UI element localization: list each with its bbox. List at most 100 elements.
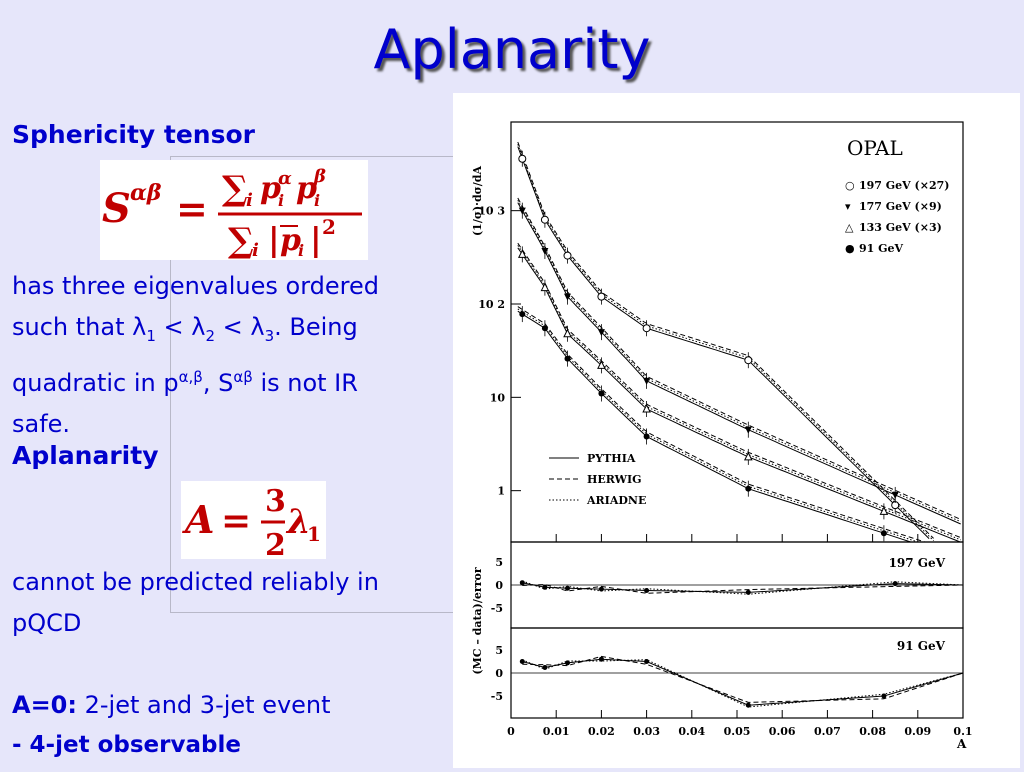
resid-91-curve bbox=[522, 659, 964, 708]
point-177 bbox=[643, 377, 651, 385]
resid-91-curve bbox=[522, 655, 964, 703]
f-eq: = bbox=[176, 186, 208, 231]
resid-197-point bbox=[565, 585, 570, 591]
x-tick-label: 0.01 bbox=[543, 725, 570, 738]
resid-197-curve bbox=[522, 582, 964, 593]
point-177 bbox=[891, 491, 899, 499]
model-legend-label: PYTHIA bbox=[587, 452, 636, 465]
resid-91-point bbox=[881, 693, 887, 699]
eigen-line-1: has three eigenvalues ordered bbox=[12, 272, 379, 300]
f-num-i: i bbox=[246, 190, 253, 211]
f-num-beta: β bbox=[313, 166, 326, 187]
x-tick-label: 0.05 bbox=[724, 725, 751, 738]
f-num-i2: i bbox=[314, 191, 320, 210]
a-sub: 1 bbox=[307, 522, 321, 546]
f-den-sum: ∑ bbox=[228, 221, 254, 260]
point-197 bbox=[518, 154, 527, 163]
slide-title: Aplanarity bbox=[373, 18, 651, 81]
a-den: 2 bbox=[265, 528, 286, 559]
x-tick-label: 0.1 bbox=[953, 725, 972, 738]
legend-marker: ○ bbox=[845, 179, 855, 192]
opal-figure: OPAL (1/σ)·dσ/dA (MC – data)/error A 197… bbox=[453, 93, 1020, 768]
f-den-sq: 2 bbox=[322, 215, 336, 239]
point-177 bbox=[744, 426, 752, 434]
point-197 bbox=[563, 251, 572, 260]
point-91 bbox=[643, 433, 650, 440]
model-curve bbox=[517, 306, 925, 543]
model-curve bbox=[517, 146, 930, 539]
y-tick-labels: 1 10 10 2 10 3 5 0 -5 5 0 -5 bbox=[478, 205, 521, 703]
point-177 bbox=[564, 293, 571, 301]
ylabel-top: (1/σ)·dσ/dA bbox=[471, 166, 484, 237]
f-num-i1: i bbox=[278, 191, 284, 210]
opal-chart-svg: OPAL (1/σ)·dσ/dA (MC – data)/error A 197… bbox=[471, 121, 973, 751]
eigen-line-2: such that λ1 < λ2 < λ3. Being bbox=[12, 313, 358, 345]
x-tick-label: 0.08 bbox=[859, 725, 886, 738]
f-num-sum: ∑ bbox=[222, 169, 248, 209]
a0-line: A=0: 2-jet and 3-jet event bbox=[12, 685, 331, 726]
point-133 bbox=[743, 451, 753, 461]
f-num-p2: p bbox=[296, 171, 317, 206]
legend-marker: ▾ bbox=[845, 200, 851, 213]
point-133 bbox=[517, 249, 527, 258]
resid-91-curve bbox=[522, 658, 964, 706]
f-den-bar-l: | bbox=[268, 220, 280, 258]
legend-entry: 91 GeV bbox=[859, 242, 904, 255]
resid-197-point bbox=[542, 584, 548, 590]
resid-197-curve bbox=[522, 580, 964, 595]
a-lambda: λ bbox=[285, 502, 311, 542]
x-tick-label: 0.04 bbox=[678, 725, 705, 738]
cannot-line-2: pQCD bbox=[12, 609, 82, 637]
aplanarity-formula: A = 3 2 λ 1 bbox=[181, 481, 326, 563]
cannot-text: cannot be predicted reliably in pQCD bbox=[12, 562, 379, 644]
point-133 bbox=[563, 328, 572, 338]
resid-91-point bbox=[542, 664, 548, 670]
aplanarity-heading: Aplanarity bbox=[12, 441, 159, 470]
legend-entry: 133 GeV (×3) bbox=[859, 221, 942, 234]
point-133 bbox=[540, 282, 550, 292]
x-tick-label: 0 bbox=[507, 725, 515, 738]
a-A: A bbox=[182, 497, 214, 542]
model-curve bbox=[517, 308, 916, 542]
f-num-p: p bbox=[260, 171, 281, 206]
xlabel: A bbox=[956, 737, 967, 751]
y-tick-label: 10 bbox=[490, 391, 506, 404]
legend-entry: 197 GeV (×27) bbox=[859, 179, 949, 192]
panel-197-tick-label: -5 bbox=[491, 602, 503, 615]
x-tick-label: 0.06 bbox=[769, 725, 796, 738]
point-91 bbox=[880, 530, 887, 537]
f-s-sup: αβ bbox=[130, 180, 162, 206]
point-91 bbox=[541, 325, 548, 332]
data-points bbox=[517, 150, 900, 542]
resid-91-point bbox=[598, 656, 604, 662]
point-177 bbox=[597, 329, 605, 337]
x-tick-label: 0.03 bbox=[633, 725, 660, 738]
legend-marker: ● bbox=[845, 242, 855, 255]
x-tick-labels: 0 0.01 0.02 0.03 0.04 0.05 0.06 0.07 0.08 0.09 0.1 bbox=[507, 534, 973, 738]
point-91 bbox=[519, 311, 526, 318]
resid-197-point bbox=[519, 580, 525, 586]
point-197 bbox=[540, 215, 549, 224]
legend-entry: 177 GeV (×9) bbox=[859, 200, 942, 213]
f-den-bar-r: | bbox=[310, 220, 322, 258]
guide-frame bbox=[170, 156, 461, 613]
panel-197-label: 197 GeV bbox=[889, 556, 946, 570]
point-91 bbox=[564, 355, 571, 362]
point-197 bbox=[597, 292, 606, 301]
point-177 bbox=[541, 247, 549, 255]
a-num: 3 bbox=[265, 484, 286, 519]
model-curve bbox=[517, 197, 961, 520]
y-tick-label: 10 3 bbox=[478, 205, 505, 218]
resid-91-point bbox=[644, 659, 650, 664]
model-curve bbox=[517, 144, 934, 542]
x-tick-label: 0.09 bbox=[904, 725, 931, 738]
model-curve bbox=[517, 242, 961, 539]
point-133 bbox=[642, 403, 651, 413]
a0-rest: 2-jet and 3-jet event bbox=[76, 691, 331, 719]
resid-197-point bbox=[598, 586, 604, 592]
f-den-i: i bbox=[252, 240, 259, 260]
f-den-p: p bbox=[280, 223, 301, 258]
cannot-line-1: cannot be predicted reliably in bbox=[12, 568, 379, 596]
point-91 bbox=[598, 390, 605, 397]
sphericity-heading: Sphericity tensor bbox=[12, 120, 255, 149]
